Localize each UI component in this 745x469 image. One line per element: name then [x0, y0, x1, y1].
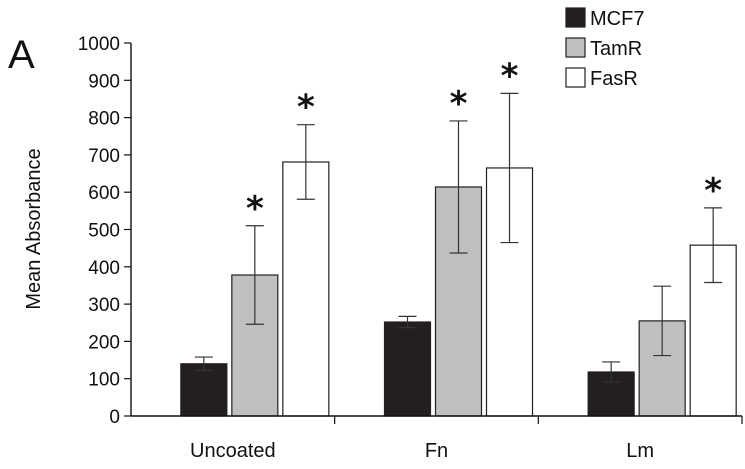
significance-asterisk: * — [704, 171, 722, 211]
x-category-label: Fn — [425, 440, 448, 462]
significance-asterisk: * — [450, 84, 468, 124]
axes — [130, 43, 743, 424]
x-category-label: Uncoated — [190, 440, 276, 462]
bars-group: * * * * * — [180, 56, 737, 417]
y-tick-label: 200 — [88, 332, 120, 353]
legend: MCF7 TamR FasR — [565, 7, 644, 90]
bar-fasr-uncoated — [282, 161, 330, 417]
y-tick-label: 100 — [88, 370, 120, 391]
significance-asterisk: * — [297, 88, 315, 128]
y-tick-label: 300 — [88, 295, 120, 316]
panel-label: A — [8, 33, 35, 77]
y-tick-label: 1000 — [78, 34, 120, 55]
legend-label-mcf7: MCF7 — [590, 8, 644, 30]
y-tick-label: 400 — [88, 258, 120, 279]
y-tick-label: 600 — [88, 183, 120, 204]
x-category-label: Lm — [626, 440, 654, 462]
legend-label-fasr: FasR — [590, 68, 638, 90]
bar-fasr-lm — [689, 244, 737, 417]
significance-asterisk: * — [501, 56, 519, 96]
significance-asterisk: * — [246, 189, 264, 229]
y-axis: 0 100 200 300 400 500 600 700 800 900 1000 — [78, 34, 131, 428]
legend-swatch-tamr — [565, 37, 586, 58]
y-tick-label: 0 — [109, 407, 120, 428]
bar-mcf7-uncoated — [180, 363, 228, 417]
y-tick-label: 700 — [88, 146, 120, 167]
y-axis-title: Mean Absorbance — [23, 148, 45, 309]
y-tick-label: 500 — [88, 221, 120, 242]
legend-swatch-fasr — [565, 67, 586, 88]
y-tick-label: 900 — [88, 71, 120, 92]
x-axis-labels: Uncoated Fn Lm — [190, 440, 654, 462]
bar-mcf7-fn — [383, 321, 432, 417]
legend-swatch-mcf7 — [565, 7, 586, 28]
legend-label-tamr: TamR — [590, 38, 642, 60]
y-tick-label: 800 — [88, 109, 120, 130]
